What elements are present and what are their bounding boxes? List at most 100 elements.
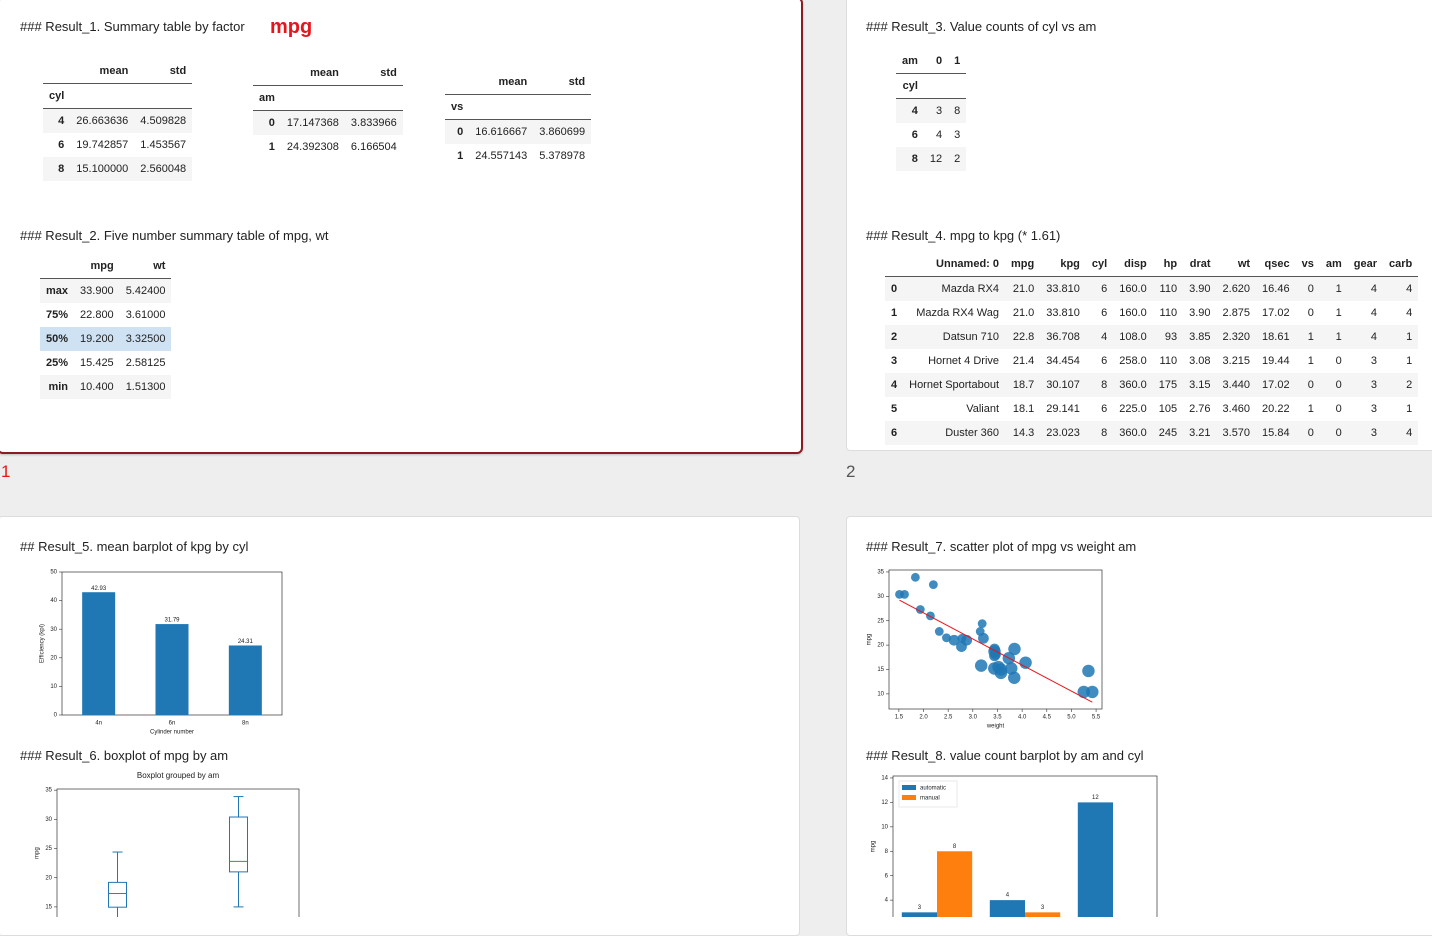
section-heading: ### Result_4. mpg to kpg (* 1.61) (866, 228, 1061, 243)
table-cell: 1.453567 (140, 139, 187, 151)
table-cell: 33.810 (1046, 283, 1080, 295)
header-row: mpg wt (40, 254, 172, 279)
cell-panel[interactable] (0, 516, 800, 936)
table-row: 8 12 2 (896, 147, 967, 171)
table-cell: 1 (1307, 403, 1314, 415)
index-name: cyl (896, 73, 924, 99)
table-cell: 3.440 (1222, 379, 1251, 391)
cell-panel[interactable] (846, 516, 1432, 936)
table-row: 4 26.663636 4.509828 (43, 108, 193, 133)
column-header: mpg (74, 254, 120, 279)
table-cell: 0 (1335, 427, 1342, 439)
table-cell: 5.42400 (125, 285, 166, 297)
header-cell (40, 254, 75, 279)
row-index: 4 (911, 105, 918, 117)
column-header: mean (70, 59, 135, 84)
table-cell: 93 (1164, 331, 1178, 343)
table-cell: 2.58125 (125, 357, 166, 369)
section-heading: ### Result_7. scatter plot of mpg vs wei… (866, 539, 1137, 554)
table-cell: 5.378978 (539, 150, 586, 162)
table-body: 0 17.147368 3.833966 1 24.392308 6.166504 (253, 110, 403, 160)
table-header: am 0 1 cyl (896, 49, 967, 99)
row-index: 3 (891, 355, 898, 367)
table-cell: 24.557143 (475, 150, 528, 162)
data-table: mean std cyl 4 26.663636 4.509828 6 19.742857 1.… (43, 59, 193, 181)
table-cell: 3.570 (1222, 427, 1251, 439)
table-cell: 4 (936, 129, 943, 141)
table-cell: 8 (1101, 427, 1108, 439)
column-header: mean (280, 61, 345, 86)
table-cell: 8 (954, 105, 961, 117)
column-header: wt (1216, 252, 1257, 277)
table-cell: 1 (1335, 307, 1342, 319)
table-cell: 8 (1101, 379, 1108, 391)
table-cell: 20.22 (1262, 403, 1290, 415)
table-cell: 3.460 (1222, 403, 1251, 415)
column-header: wt (119, 254, 172, 279)
header-row: Unnamed: 0 mpg kpg cyl disp hp drat wt qsec vs am g… (885, 252, 1419, 277)
table-cell: 3 (1370, 379, 1377, 391)
table-cell: 1 (1335, 331, 1342, 343)
column-header: cyl (1085, 252, 1114, 277)
row-index: 0 (268, 117, 275, 129)
table-cell: 15.425 (80, 357, 114, 369)
table-row: 2 Datsun 710 22.8 36.708 4 108.0 93 3.85 2.320 18… (885, 325, 1419, 349)
table-cell: 4 (1370, 283, 1377, 295)
table-cell: 2.320 (1222, 331, 1251, 343)
table-cell: 3.215 (1222, 355, 1251, 367)
table-cell: 26.663636 (76, 115, 129, 127)
table-cell: 19.44 (1262, 355, 1290, 367)
table-row: 75% 22.800 3.61000 (40, 303, 171, 327)
table-cell: 12 (929, 153, 943, 165)
table-row: 0 17.147368 3.833966 (253, 110, 403, 135)
table-cell: 258.0 (1119, 355, 1147, 367)
table-cell: 4 (1370, 331, 1377, 343)
section-heading: ### Result_8. value count barplot by am … (866, 748, 1144, 763)
table-cell: 110 (1159, 283, 1178, 295)
table-cell: 160.0 (1119, 307, 1147, 319)
column-header: 0 (923, 49, 949, 74)
table-row: 1 24.557143 5.378978 (445, 144, 591, 168)
row-index: 8 (911, 153, 918, 165)
column-header: std (344, 61, 403, 86)
table-cell: Duster 360 (945, 427, 1000, 439)
table-cell: 3.85 (1189, 331, 1211, 343)
table-cell: 360.0 (1119, 427, 1147, 439)
table-cell: 110 (1159, 307, 1178, 319)
index-name: am (253, 85, 281, 111)
table-row: 1 24.392308 6.166504 (253, 135, 403, 159)
table-header: mean std cyl (43, 59, 193, 109)
index-name-row: am (253, 85, 403, 111)
data-table: mpg wt max 33.900 5.42400 75% 22.800 3.61000 50%… (40, 254, 172, 399)
header-row: mean std (445, 70, 592, 95)
table-header: mean std am (253, 61, 403, 111)
row-index: 1 (268, 141, 275, 153)
header-cell (885, 252, 904, 277)
table-cell: 16.616667 (475, 126, 528, 138)
column-header: 1 (948, 49, 967, 74)
table-cell: 6 (1101, 283, 1108, 295)
header-cell (469, 94, 534, 120)
data-table: mean std am 0 17.147368 3.833966 1 24.392308 6.1… (253, 61, 403, 159)
data-table: mean std vs 0 16.616667 3.860699 1 24.557143 5.3… (445, 70, 592, 168)
index-name-row: cyl (43, 83, 193, 109)
header-row: mean std (43, 59, 193, 84)
header-cell (533, 94, 592, 120)
table-cell: 2.76 (1189, 403, 1211, 415)
table-cell: 2.620 (1222, 283, 1251, 295)
table-cell: 2.875 (1222, 307, 1251, 319)
header-cell (70, 83, 135, 109)
header-cell (134, 83, 193, 109)
column-header: Unnamed: 0 (903, 252, 1006, 277)
table-cell: 0 (1307, 379, 1314, 391)
table-cell: 15.100000 (76, 163, 129, 175)
column-header: disp (1113, 252, 1153, 277)
row-index: 6 (911, 129, 918, 141)
row-index: 0 (891, 283, 898, 295)
row-index: 4 (58, 115, 65, 127)
table-body: max 33.900 5.42400 75% 22.800 3.61000 50% 19.20… (40, 278, 172, 399)
cell-number: 1 (1, 462, 11, 481)
table-cell: 3.32500 (125, 333, 166, 345)
row-index: 6 (58, 139, 65, 151)
